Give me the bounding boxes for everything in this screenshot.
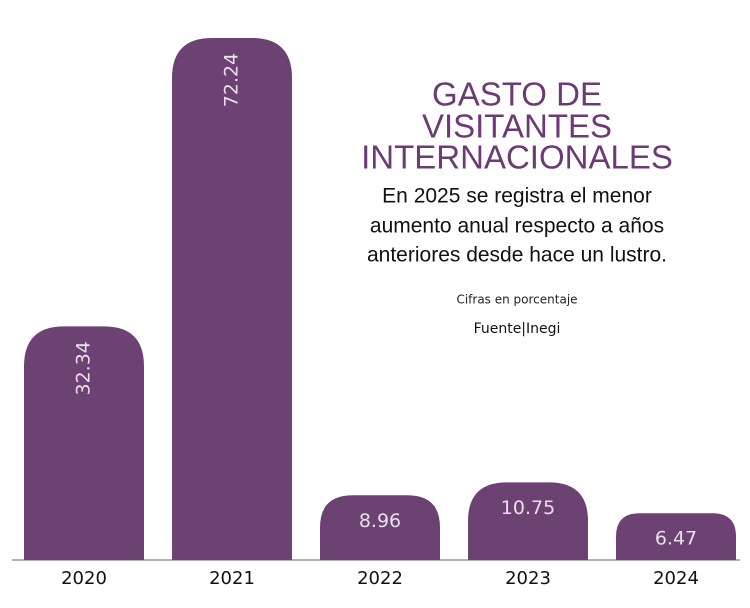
bar	[320, 495, 440, 560]
bar	[468, 482, 588, 560]
subtitle-line: anteriores desde hace un lustro.	[367, 244, 667, 267]
x-tick-label: 2022	[357, 568, 403, 589]
value-label: 6.47	[655, 528, 697, 550]
value-label: 8.96	[359, 510, 401, 532]
value-label: 32.34	[73, 341, 95, 395]
bar	[24, 326, 144, 560]
x-tick-label: 2023	[505, 568, 551, 589]
value-label: 10.75	[501, 497, 555, 519]
subtitle-line: aumento anual respecto a años	[370, 215, 664, 238]
value-label: 72.24	[221, 53, 243, 107]
bar	[616, 513, 736, 560]
x-tick-label: 2021	[209, 568, 255, 589]
subtitle-line: En 2025 se registra el menor	[382, 185, 652, 208]
bar	[172, 38, 292, 560]
x-tick-label: 2020	[61, 568, 107, 589]
title-line: VISITANTES	[422, 108, 612, 145]
note: Cifras en porcentaje	[456, 293, 577, 307]
source: Fuente|Inegi	[474, 321, 561, 337]
title-line: GASTO DE	[432, 76, 602, 113]
title-line: INTERNACIONALES	[361, 139, 673, 176]
x-tick-label: 2024	[653, 568, 699, 589]
